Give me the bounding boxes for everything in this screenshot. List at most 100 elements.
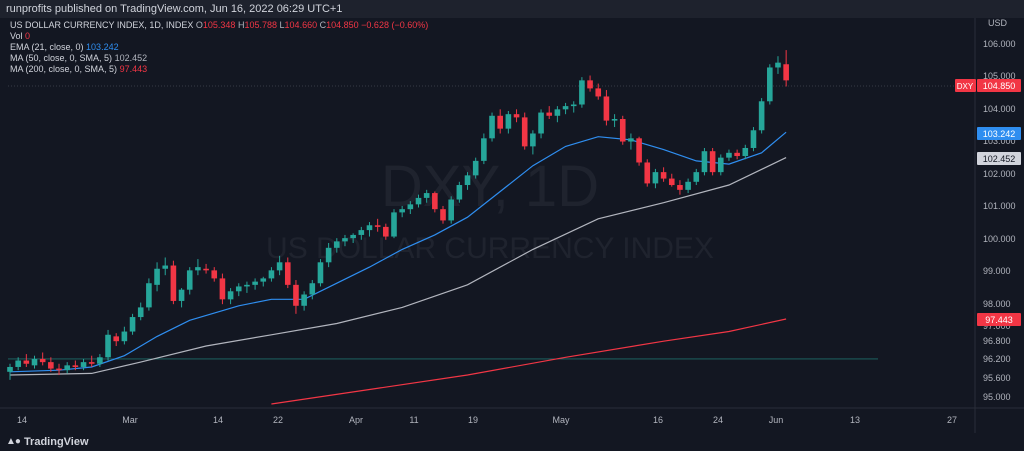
candle xyxy=(235,283,242,297)
footer-bar: ▲● TradingView xyxy=(0,433,1024,451)
ma50-price-tag-bg xyxy=(977,152,1021,165)
candle xyxy=(358,226,365,240)
candle-body xyxy=(227,291,234,300)
candle-body xyxy=(170,265,177,301)
price-tick-label: 106.000 xyxy=(983,39,1016,49)
candle-body xyxy=(636,138,642,163)
candle-body xyxy=(48,362,54,369)
candle-body xyxy=(80,362,87,367)
candle xyxy=(260,276,267,287)
time-tick-label: 13 xyxy=(850,415,860,425)
candle xyxy=(521,112,528,150)
candle-body xyxy=(276,262,283,271)
legend-ema: 103.242 xyxy=(86,42,119,52)
legend-o: 105.348 xyxy=(202,20,236,30)
legend-title: US DOLLAR CURRENCY INDEX, 1D, INDEX xyxy=(10,20,194,30)
candle xyxy=(611,114,618,128)
candle-body xyxy=(366,225,373,231)
candle-body xyxy=(570,104,577,107)
candle-body xyxy=(252,281,258,285)
candle xyxy=(48,357,54,372)
candle xyxy=(227,288,234,305)
legend-ohlc-row: US DOLLAR CURRENCY INDEX, 1D, INDEX O105… xyxy=(10,20,428,31)
tradingview-brand: TradingView xyxy=(23,436,89,448)
last-price-tag-bg xyxy=(977,79,1021,92)
candle-body xyxy=(693,172,700,182)
legend-ma200-label: MA (200, close, 0, SMA, 5) xyxy=(10,64,118,74)
candle-body xyxy=(538,112,544,134)
candle-body xyxy=(334,241,340,248)
candle xyxy=(660,167,667,182)
candle xyxy=(677,180,683,195)
candle xyxy=(570,101,577,113)
candle xyxy=(162,257,169,276)
price-tick-label: 95.000 xyxy=(983,392,1011,402)
candle xyxy=(244,281,250,293)
ma200-series xyxy=(271,318,787,405)
candle-body xyxy=(521,117,528,147)
candle xyxy=(105,329,111,361)
candle-body xyxy=(767,67,773,102)
candle xyxy=(530,130,536,155)
candle-body xyxy=(358,230,365,235)
candle xyxy=(783,50,789,87)
price-tick-label: 96.800 xyxy=(983,336,1011,346)
candle xyxy=(505,110,512,134)
candle xyxy=(497,109,503,134)
time-tick-label: Mar xyxy=(122,415,138,425)
legend-ma50: 102.452 xyxy=(114,53,148,63)
time-tick-label: 22 xyxy=(273,415,283,425)
legend-c-label: C xyxy=(319,20,327,30)
candle-body xyxy=(783,64,789,81)
candle xyxy=(685,178,691,194)
candle xyxy=(652,168,659,189)
ma50-line xyxy=(9,157,787,376)
ema21-series xyxy=(9,131,787,373)
candle-body xyxy=(39,358,46,363)
candle xyxy=(742,144,749,160)
legend-h: 105.788 xyxy=(244,20,278,30)
candle-body xyxy=(235,286,242,292)
price-chart[interactable]: DXY, 1D US DOLLAR CURRENCY INDEX USD 106.… xyxy=(0,18,1024,433)
candle-body xyxy=(611,119,618,121)
tradingview-logo-icon: ▲● xyxy=(6,436,21,447)
candle xyxy=(80,358,87,371)
time-tick-label: 14 xyxy=(213,415,223,425)
candle-body xyxy=(162,265,169,269)
candle-body xyxy=(750,130,757,148)
candle xyxy=(636,136,642,166)
grid-lines xyxy=(0,18,1024,433)
candle xyxy=(628,133,634,150)
legend-l: 104.660 xyxy=(284,20,318,30)
candle-body xyxy=(628,138,634,142)
candle-body xyxy=(554,109,561,116)
candle-body xyxy=(440,209,446,221)
candle xyxy=(39,352,46,366)
candle xyxy=(750,127,757,152)
candle xyxy=(186,267,193,295)
time-tick-label: 14 xyxy=(17,415,27,425)
candle xyxy=(538,109,544,139)
candle xyxy=(121,326,128,345)
candle-body xyxy=(374,225,381,227)
candle-body xyxy=(105,334,111,358)
candle xyxy=(391,209,397,239)
candle-body xyxy=(742,147,749,157)
candle xyxy=(407,201,414,214)
candle xyxy=(579,77,585,108)
candle xyxy=(693,168,700,186)
price-tick-label: 102.000 xyxy=(983,169,1016,179)
candle xyxy=(456,181,463,203)
candle xyxy=(366,222,373,237)
candle xyxy=(113,333,120,347)
publisher-text: runprofits published on TradingView.com,… xyxy=(6,3,343,15)
ema-price-tag: 103.242 xyxy=(983,129,1016,139)
candle xyxy=(546,106,553,119)
candle-body xyxy=(146,283,152,308)
candle-body xyxy=(415,197,422,205)
candle xyxy=(170,260,177,305)
candle xyxy=(668,173,675,187)
price-tick-label: 101.000 xyxy=(983,201,1016,211)
dxy-tag: DXY xyxy=(957,82,974,91)
candle-body xyxy=(154,268,160,285)
